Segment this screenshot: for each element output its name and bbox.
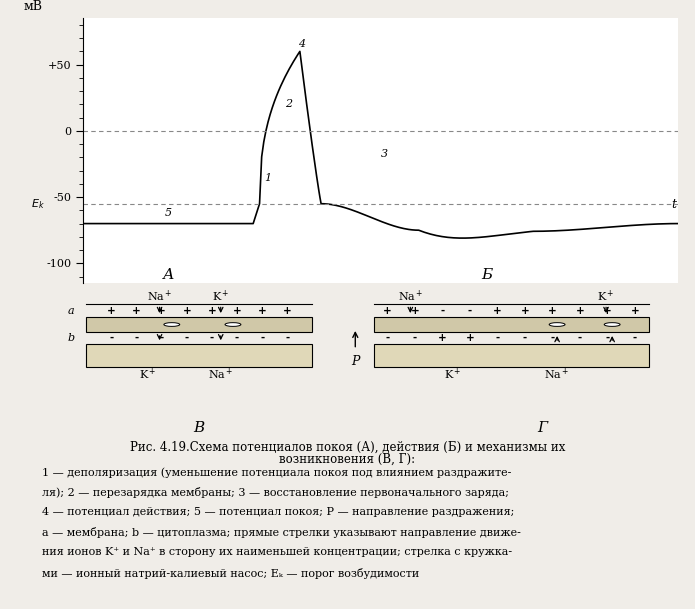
Text: 4: 4 xyxy=(298,40,306,49)
Text: +: + xyxy=(157,306,166,316)
Text: +: + xyxy=(603,306,612,316)
Text: -: - xyxy=(185,333,189,343)
Text: Р: Р xyxy=(351,355,359,368)
Text: -: - xyxy=(159,333,164,343)
Text: K$^+$: K$^+$ xyxy=(597,289,615,304)
Text: K$^+$: K$^+$ xyxy=(444,366,462,382)
Text: Г: Г xyxy=(537,421,547,435)
Text: Na$^+$: Na$^+$ xyxy=(208,366,234,382)
Text: 5: 5 xyxy=(165,208,172,217)
Text: t: t xyxy=(671,198,676,211)
Text: $E_k$: $E_k$ xyxy=(31,197,44,211)
Text: +: + xyxy=(575,306,584,316)
Text: ния ионов K⁺ и Na⁺ в сторону их наименьшей концентрации; стрелка с кружка-: ния ионов K⁺ и Na⁺ в сторону их наименьш… xyxy=(42,547,512,557)
Text: -: - xyxy=(413,333,417,343)
Text: +: + xyxy=(548,306,557,316)
Text: +: + xyxy=(383,306,392,316)
Text: -: - xyxy=(134,333,138,343)
Text: -: - xyxy=(550,333,555,343)
Bar xyxy=(86,317,313,333)
Text: 1: 1 xyxy=(264,173,271,183)
Text: Na$^+$: Na$^+$ xyxy=(398,289,423,304)
Text: a: a xyxy=(67,306,74,316)
Text: Na$^+$: Na$^+$ xyxy=(544,366,570,382)
Text: В: В xyxy=(194,421,205,435)
Text: ля); 2 — перезарядка мембраны; 3 — восстановление первоначального заряда;: ля); 2 — перезарядка мембраны; 3 — восст… xyxy=(42,487,509,498)
Text: -: - xyxy=(496,333,500,343)
Text: -: - xyxy=(633,333,637,343)
Text: 1 — деполяризация (уменьшение потенциала покоя под влиянием раздражите-: 1 — деполяризация (уменьшение потенциала… xyxy=(42,467,511,477)
Circle shape xyxy=(604,323,620,326)
Text: -: - xyxy=(523,333,527,343)
Text: -: - xyxy=(109,333,113,343)
Text: -: - xyxy=(605,333,610,343)
Text: -: - xyxy=(210,333,214,343)
Text: +: + xyxy=(208,306,216,316)
Text: -: - xyxy=(468,306,472,316)
Text: +: + xyxy=(521,306,530,316)
Text: 4 — потенциал действия; 5 — потенциал покоя; Р — направление раздражения;: 4 — потенциал действия; 5 — потенциал по… xyxy=(42,507,514,517)
Text: +: + xyxy=(132,306,141,316)
Text: возникновения (В, Г):: возникновения (В, Г): xyxy=(279,452,416,465)
Text: -: - xyxy=(578,333,582,343)
Text: ми — ионный натрий-калиевый насос; Eₖ — порог возбудимости: ми — ионный натрий-калиевый насос; Eₖ — … xyxy=(42,568,419,579)
Text: Рис. 4.19.Схема потенциалов покоя (А), действия (Б) и механизмы их: Рис. 4.19.Схема потенциалов покоя (А), д… xyxy=(130,440,565,453)
Text: b: b xyxy=(67,333,74,343)
Text: +: + xyxy=(233,306,241,316)
Text: a — мембрана; b — цитоплазма; прямые стрелки указывают направление движе-: a — мембрана; b — цитоплазма; прямые стр… xyxy=(42,527,521,538)
Text: K$^+$: K$^+$ xyxy=(138,366,156,382)
Text: А: А xyxy=(163,268,174,282)
Text: Na$^+$: Na$^+$ xyxy=(147,289,172,304)
Text: -: - xyxy=(441,306,445,316)
Text: +: + xyxy=(258,306,267,316)
Text: -: - xyxy=(285,333,289,343)
Text: +: + xyxy=(438,333,447,343)
Circle shape xyxy=(225,323,241,326)
Text: Б: Б xyxy=(481,268,492,282)
Text: +: + xyxy=(411,306,419,316)
Text: +: + xyxy=(493,306,502,316)
Bar xyxy=(374,317,649,333)
Text: -: - xyxy=(235,333,239,343)
Circle shape xyxy=(164,323,180,326)
Bar xyxy=(374,344,649,367)
Circle shape xyxy=(549,323,565,326)
Bar xyxy=(86,344,313,367)
Text: -: - xyxy=(385,333,389,343)
Text: мВ: мВ xyxy=(24,0,42,13)
Text: +: + xyxy=(466,333,474,343)
Text: K$^+$: K$^+$ xyxy=(212,289,229,304)
Text: 3: 3 xyxy=(381,149,388,160)
Text: 2: 2 xyxy=(285,99,292,109)
Text: +: + xyxy=(631,306,639,316)
Text: +: + xyxy=(107,306,115,316)
Text: +: + xyxy=(182,306,191,316)
Text: +: + xyxy=(283,306,292,316)
Text: -: - xyxy=(260,333,264,343)
